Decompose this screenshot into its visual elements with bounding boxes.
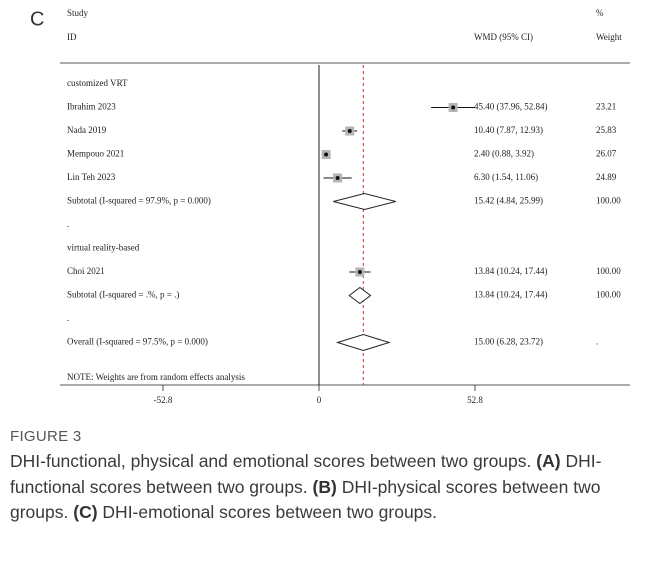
- ci-label: 2.40 (0.88, 3.92): [474, 149, 534, 159]
- header: Study: [67, 8, 89, 18]
- point-estimate: [357, 270, 362, 274]
- point-estimate: [451, 105, 456, 110]
- caption-segment: DHI-emotional scores between two groups.: [102, 502, 438, 522]
- x-tick-label: -52.8: [154, 395, 173, 405]
- caption-segment: DHI-functional, physical and emotional s…: [10, 451, 532, 471]
- caption-segment: DHI-physical scores between two groups.: [10, 476, 601, 523]
- point-estimate: [324, 152, 329, 157]
- weight-label: 100.00: [596, 266, 621, 276]
- pooled-diamond: [335, 333, 391, 352]
- row-label: virtual reality-based: [67, 243, 140, 253]
- header: WMD (95% CI): [474, 32, 533, 42]
- row-label: .: [67, 313, 69, 323]
- row-label: Nada 2019: [67, 125, 107, 135]
- point-estimate: [335, 176, 340, 180]
- pooled-diamond: [348, 286, 372, 305]
- x-tick-label: 52.8: [467, 395, 483, 405]
- caption-segment: DHI-functional scores between two groups…: [10, 451, 602, 497]
- weight-label: 25.83: [596, 125, 617, 135]
- row-label: .: [67, 219, 69, 229]
- point-estimate: [347, 129, 352, 133]
- chart: C Study ID WMD (95% CI) % Weight NOTE: W…: [30, 8, 630, 405]
- caption-segment: (C): [73, 502, 98, 522]
- row-label: Choi 2021: [67, 266, 105, 276]
- note: NOTE: Weights are from random effects an…: [67, 372, 245, 382]
- header: %: [596, 8, 604, 18]
- caption: FIGURE 3 DHI-functional, physical and em…: [10, 428, 655, 526]
- row-label: Lin Teh 2023: [67, 172, 116, 182]
- weight-label: 100.00: [596, 290, 621, 300]
- weight-label: 24.89: [596, 172, 617, 182]
- ci-label: 13.84 (10.24, 17.44): [474, 290, 548, 300]
- row-label: customized VRT: [67, 78, 128, 88]
- header: Weight: [596, 32, 622, 42]
- row-label: Overall (I-squared = 97.5%, p = 0.000): [67, 337, 208, 347]
- weight-label: 23.21: [596, 102, 616, 112]
- ci-label: 10.40 (7.87, 12.93): [474, 125, 543, 135]
- figure-label: FIGURE 3: [10, 428, 82, 445]
- row-label: Ibrahim 2023: [67, 102, 116, 112]
- weight-label: 100.00: [596, 196, 621, 206]
- panel-label: C: [30, 8, 44, 30]
- x-tick-label: 0: [317, 395, 322, 405]
- ci-label: 15.42 (4.84, 25.99): [474, 196, 543, 206]
- ci-label: 15.00 (6.28, 23.72): [474, 337, 543, 347]
- caption-text: DHI-functional, physical and emotional s…: [10, 449, 655, 526]
- row-label: Mempouo 2021: [67, 149, 124, 159]
- row-label: Subtotal (I-squared = 97.9%, p = 0.000): [67, 196, 211, 206]
- header: ID: [67, 32, 77, 42]
- weight-label: .: [596, 337, 598, 347]
- row-label: Subtotal (I-squared = .%, p = .): [67, 290, 179, 300]
- weight-label: 26.07: [596, 149, 617, 159]
- ci-label: 13.84 (10.24, 17.44): [474, 266, 548, 276]
- pooled-diamond: [333, 192, 396, 211]
- caption-segment: (A): [536, 451, 561, 471]
- ci-label: 45.40 (37.96, 52.84): [474, 102, 548, 112]
- caption-segment: (B): [312, 476, 337, 497]
- ci-label: 6.30 (1.54, 11.06): [474, 172, 538, 182]
